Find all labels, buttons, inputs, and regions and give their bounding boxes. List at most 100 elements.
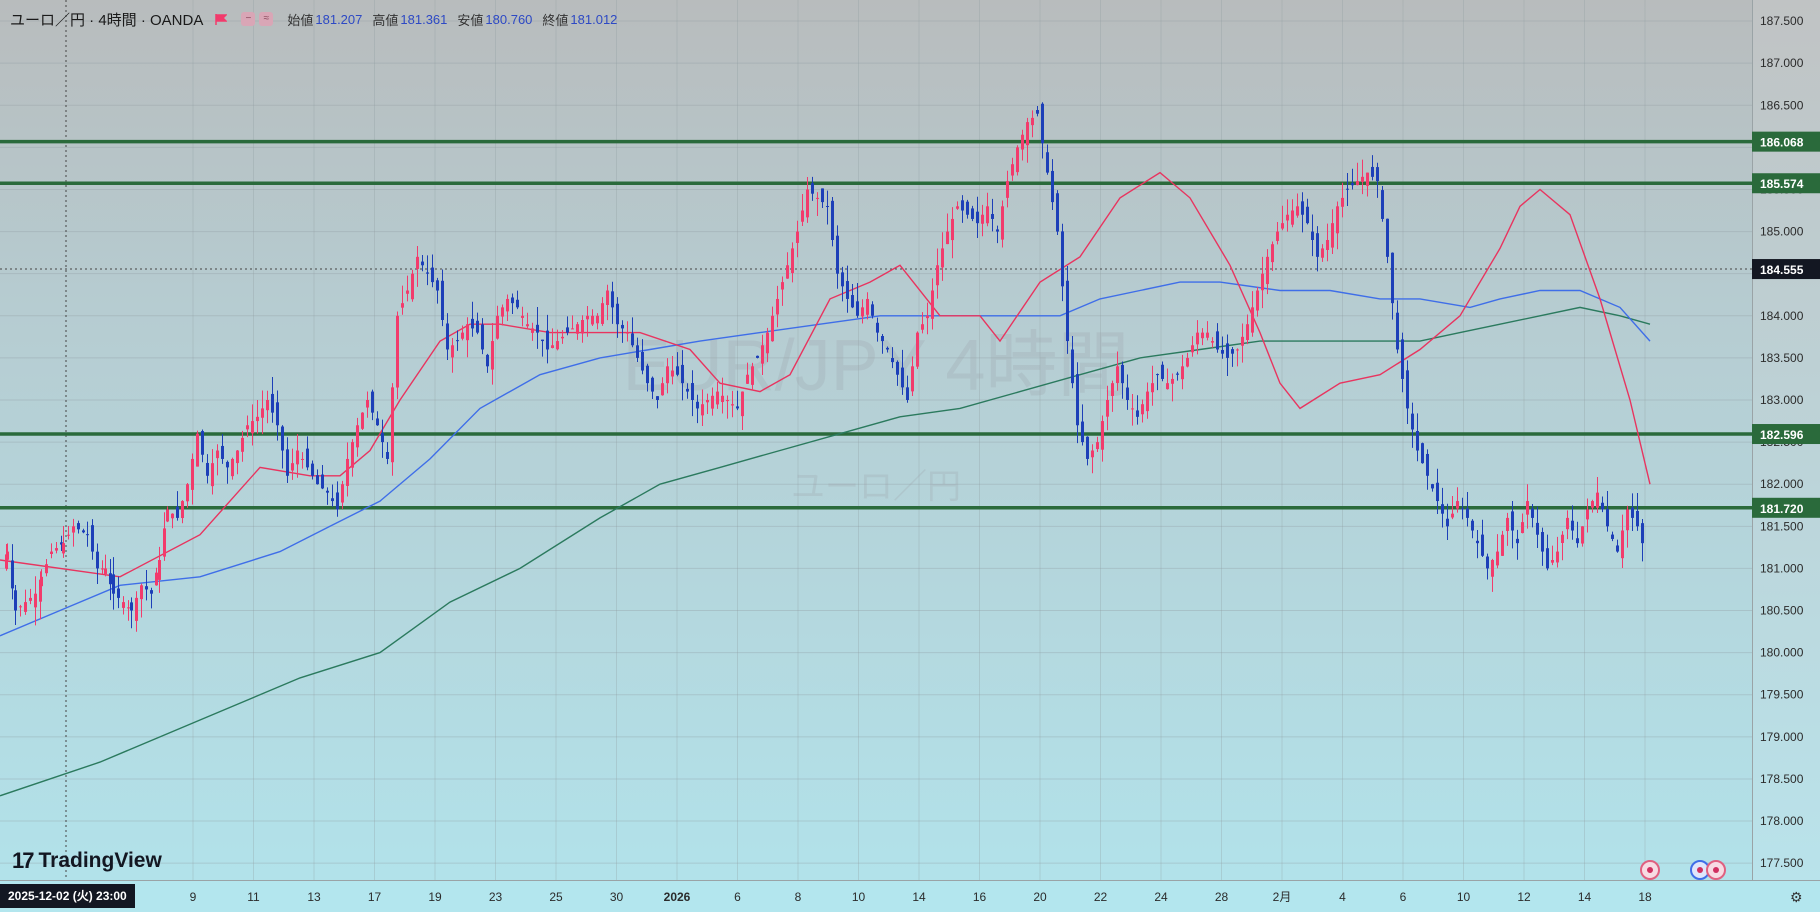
candle-down xyxy=(376,418,379,426)
candle-down xyxy=(681,364,684,384)
level-price-badge xyxy=(1752,497,1820,518)
candle-up xyxy=(571,328,574,330)
candle-up xyxy=(1561,534,1564,543)
candle-down xyxy=(1386,218,1389,257)
candle-down xyxy=(1481,534,1484,556)
price-tick-label: 183.000 xyxy=(1760,393,1804,407)
candle-up xyxy=(301,458,304,460)
candle-down xyxy=(676,366,679,375)
candle-down xyxy=(756,355,759,358)
candle-up xyxy=(666,366,669,384)
candle-down xyxy=(876,322,879,333)
candle-up xyxy=(926,315,929,319)
candle-up xyxy=(1131,408,1134,410)
candle-up xyxy=(551,345,554,348)
candle-down xyxy=(77,523,80,530)
level-price-label: 186.068 xyxy=(1760,136,1804,150)
time-axis[interactable] xyxy=(0,880,1820,912)
candle-up xyxy=(981,214,984,224)
alert-icon[interactable] xyxy=(1640,860,1660,880)
candle-up xyxy=(296,450,299,465)
candle-up xyxy=(626,332,629,334)
candle-down xyxy=(686,388,689,392)
candle-down xyxy=(1311,231,1314,240)
candle-down xyxy=(1611,534,1614,539)
candle-up xyxy=(806,189,809,218)
candle-down xyxy=(1161,364,1164,379)
candle-down xyxy=(1576,538,1579,544)
candle-up xyxy=(1096,442,1099,450)
candle-down xyxy=(871,304,874,316)
candle-up xyxy=(1026,122,1029,146)
candle-up xyxy=(5,554,8,569)
price-tick-label: 179.000 xyxy=(1760,730,1804,744)
flag-icon[interactable] xyxy=(215,13,228,25)
approx-icon[interactable]: ≈ xyxy=(259,12,274,26)
candle-down xyxy=(691,383,694,400)
candle-up xyxy=(596,315,599,324)
close-value: 181.012 xyxy=(570,11,618,27)
candle-down xyxy=(636,345,639,358)
candle-down xyxy=(14,590,17,611)
candle-up xyxy=(140,585,143,600)
alert-icon-2[interactable] xyxy=(1706,860,1726,880)
candle-up xyxy=(601,303,604,324)
candle-up xyxy=(1246,324,1249,341)
candle-up xyxy=(866,298,869,315)
candle-up xyxy=(1551,560,1554,563)
candle-down xyxy=(60,542,63,545)
candle-up xyxy=(801,210,804,222)
candle-up xyxy=(766,332,769,354)
candle-up xyxy=(266,400,269,411)
candle-up xyxy=(451,345,454,358)
candle-up xyxy=(34,593,37,608)
time-tick-label: 6 xyxy=(1400,890,1407,904)
gear-icon[interactable]: ⚙ xyxy=(1790,889,1803,905)
candle-up xyxy=(1166,383,1169,390)
candle-down xyxy=(150,590,153,594)
candle-down xyxy=(86,534,89,536)
candle-down xyxy=(1401,339,1404,379)
candle-up xyxy=(741,391,744,417)
candle-up xyxy=(761,345,764,364)
candle-down xyxy=(1636,510,1639,527)
time-tick-label: 2月 xyxy=(1273,890,1292,904)
candle-down xyxy=(841,272,844,287)
candle-down xyxy=(971,208,974,219)
time-tick-label: 2026 xyxy=(664,890,691,904)
level-price-label: 185.574 xyxy=(1760,177,1804,191)
symbol-title[interactable]: ユーロ／円 · 4時間 · OANDA xyxy=(10,11,204,29)
candle-down xyxy=(1036,110,1039,114)
tradingview-logo[interactable]: 17 TradingView xyxy=(12,848,162,874)
minus-icon[interactable]: − xyxy=(241,12,256,26)
candle-up xyxy=(24,602,27,612)
candle-up xyxy=(1621,530,1624,559)
candle-down xyxy=(1396,312,1399,350)
sma-slow-line xyxy=(0,306,1651,797)
candle-up xyxy=(606,290,609,305)
candle-up xyxy=(1491,560,1494,577)
candle-down xyxy=(109,573,112,585)
chart-area[interactable] xyxy=(0,0,1752,880)
candle-up xyxy=(526,324,529,327)
candle-up xyxy=(231,458,234,477)
candle-down xyxy=(381,433,384,443)
candle-down xyxy=(1076,374,1079,426)
time-tick-label: 18 xyxy=(1638,890,1652,904)
watermark-sub: ユーロ／円 xyxy=(791,468,961,506)
candle-up xyxy=(796,231,799,243)
candle-up xyxy=(1286,214,1289,221)
level-price-label: 182.596 xyxy=(1760,428,1804,442)
candle-up xyxy=(751,366,754,385)
candle-up xyxy=(191,458,194,490)
candle-up xyxy=(29,597,32,601)
candle-down xyxy=(1441,504,1444,514)
time-tick-label: 30 xyxy=(610,890,624,904)
time-tick-label: 14 xyxy=(1578,890,1592,904)
candle-up xyxy=(351,442,354,468)
candle-up xyxy=(671,370,674,377)
candle-down xyxy=(1461,508,1464,510)
candle-down xyxy=(1511,511,1514,531)
candle-down xyxy=(386,452,389,459)
